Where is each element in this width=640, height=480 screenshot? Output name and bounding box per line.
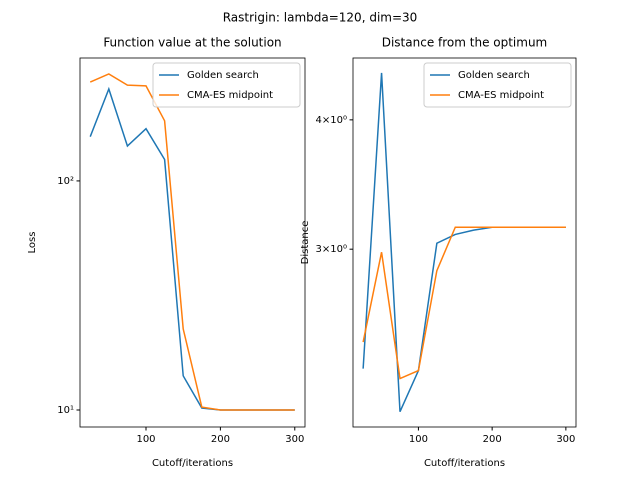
line xyxy=(362,226,566,380)
line xyxy=(89,86,295,411)
x-axis-label: Cutoff/iterations xyxy=(424,458,505,469)
line xyxy=(362,72,566,412)
axes-frame xyxy=(79,57,306,428)
legend-label: CMA-ES midpoint xyxy=(187,90,273,101)
legend-label: Golden search xyxy=(458,70,530,81)
y-tick-label: 3×10⁰ xyxy=(316,244,347,255)
figure-title: Rastrigin: lambda=120, dim=30 xyxy=(223,11,418,25)
axes-title: Function value at the solution xyxy=(103,36,281,50)
y-axis-label: Loss xyxy=(27,232,38,254)
x-tick-label: 300 xyxy=(556,434,575,445)
x-tick-label: 200 xyxy=(483,434,502,445)
legend-box xyxy=(423,62,572,108)
legend-box xyxy=(152,62,301,108)
axes-frame xyxy=(352,57,577,428)
x-tick-label: 100 xyxy=(409,434,428,445)
y-tick-label: 10¹ xyxy=(57,405,74,416)
y-axis-label: Distance xyxy=(300,221,311,265)
legend-label: CMA-ES midpoint xyxy=(458,90,544,101)
x-tick-label: 300 xyxy=(285,434,304,445)
x-tick-label: 100 xyxy=(136,434,155,445)
y-tick-label: 10² xyxy=(57,176,74,187)
line xyxy=(89,73,295,411)
y-tick-label: 4×10⁰ xyxy=(316,115,347,126)
legend-label: Golden search xyxy=(187,70,259,81)
axes-title: Distance from the optimum xyxy=(382,36,548,50)
x-tick-label: 200 xyxy=(211,434,230,445)
x-axis-label: Cutoff/iterations xyxy=(152,458,233,469)
